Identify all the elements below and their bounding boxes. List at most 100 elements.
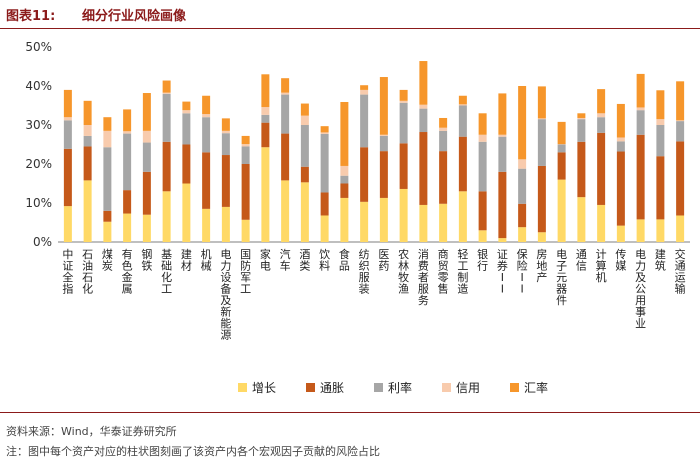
- category-label: 交通运输: [675, 247, 686, 296]
- bar-segment: [360, 85, 369, 90]
- figure-title: 细分行业风险画像: [82, 9, 187, 24]
- y-tick-label: 40%: [25, 79, 52, 93]
- bar-segment: [379, 134, 388, 136]
- bar-segment: [419, 104, 428, 109]
- y-tick-label: 50%: [25, 40, 52, 54]
- bar-segment: [478, 113, 487, 135]
- bar-segment: [498, 171, 507, 239]
- bar-segment: [360, 201, 369, 242]
- bar-segment: [379, 77, 388, 135]
- bar-segment: [221, 133, 230, 156]
- bar-segment: [63, 148, 72, 207]
- category-label: 煤炭: [102, 248, 113, 273]
- category-label: 轻工制造: [457, 247, 468, 296]
- note-text: 注：图中每个资产对应的柱状图刻画了该资产内各个宏观因子贡献的风险占比: [6, 445, 380, 458]
- bar-segment: [142, 214, 151, 242]
- bar-segment: [399, 100, 408, 103]
- bar-segment: [340, 165, 349, 176]
- legend-label: 增长: [252, 381, 276, 395]
- bar-segment: [379, 135, 388, 152]
- bar-segment: [123, 109, 132, 132]
- bar-segment: [83, 135, 92, 147]
- bar-segment: [656, 219, 665, 242]
- risk-profile-chart: 0% 10% 20% 30% 40% 50% 中证全指石油石化煤炭有色金属钢铁基础化工建材…: [25, 40, 690, 395]
- bar-segment: [616, 151, 625, 226]
- bar-segment: [162, 80, 171, 93]
- category-label: 电子元器件: [556, 248, 567, 307]
- bar-segment: [340, 197, 349, 242]
- bar-segment: [281, 78, 290, 93]
- category-label: 建筑: [655, 247, 666, 273]
- bar-segment: [656, 119, 665, 125]
- bar-segment: [103, 117, 112, 131]
- bar-segment: [676, 215, 685, 242]
- bar-segment: [419, 132, 428, 205]
- bar-segment: [597, 89, 606, 114]
- legend-label: 利率: [388, 380, 412, 395]
- category-label: 钢铁: [141, 248, 152, 273]
- bar-segment: [162, 141, 171, 192]
- category-label: 石油石化: [82, 248, 93, 296]
- bar-segment: [399, 188, 408, 242]
- bar-segment: [439, 127, 448, 131]
- bar-segment: [379, 151, 388, 198]
- category-label: 基础化工: [161, 248, 172, 296]
- bar-segment: [241, 146, 250, 164]
- figure-header: 图表11: 细分行业风险画像: [0, 0, 700, 30]
- bar-segment: [340, 183, 349, 198]
- legend-label: 信用: [456, 381, 480, 395]
- bar-segment: [123, 213, 132, 242]
- bar-segment: [498, 93, 507, 135]
- bar-segment: [379, 197, 388, 242]
- y-tick-label: 30%: [25, 118, 52, 132]
- bar-segment: [142, 142, 151, 172]
- bar-segment: [557, 121, 566, 145]
- bar-segment: [221, 155, 230, 207]
- bar-segment: [261, 114, 270, 123]
- bar-segment: [300, 125, 309, 167]
- y-tick-label: 20%: [25, 157, 52, 171]
- bar-segment: [221, 130, 230, 134]
- bar-segment: [202, 117, 211, 153]
- category-label: 保险 I I: [517, 247, 528, 296]
- bar-segment: [439, 203, 448, 242]
- bar-segment: [162, 93, 171, 142]
- category-label: 计算机: [596, 248, 607, 284]
- bar-segment: [518, 227, 527, 242]
- bar-segment: [241, 135, 250, 145]
- bar-segment: [537, 86, 546, 119]
- bar-segment: [458, 95, 467, 105]
- bar-segment: [340, 175, 349, 184]
- figure-label: 图表11:: [6, 9, 56, 24]
- bar-segment: [63, 120, 72, 149]
- bar-segment: [142, 171, 151, 215]
- bar-segment: [83, 125, 92, 136]
- x-axis-labels: 中证全指石油石化煤炭有色金属钢铁基础化工建材机械电力设备及新能源国防军工家电汽车…: [62, 247, 685, 342]
- bar-segment: [261, 147, 270, 242]
- bar-segment: [498, 134, 507, 137]
- bar-segment: [182, 101, 191, 111]
- legend-swatch: [306, 383, 315, 392]
- category-label: 通信: [576, 248, 587, 273]
- bar-segment: [360, 147, 369, 202]
- bar-segment: [458, 104, 467, 106]
- bar-segment: [399, 89, 408, 101]
- bar-segment: [478, 230, 487, 242]
- category-label: 建材: [181, 247, 192, 273]
- bar-segment: [300, 103, 309, 116]
- bar-segment: [182, 183, 191, 242]
- category-label: 酒类: [299, 248, 310, 273]
- bar-segment: [320, 192, 329, 216]
- bar-segment: [103, 210, 112, 222]
- bar-segment: [557, 152, 566, 180]
- bar-segment: [676, 81, 685, 121]
- bar-segment: [300, 166, 309, 183]
- bar-segment: [221, 206, 230, 242]
- bar-segment: [142, 130, 151, 143]
- bar-segment: [419, 61, 428, 105]
- bar-segment: [182, 113, 191, 145]
- bar-segment: [63, 117, 72, 121]
- bar-segment: [616, 103, 625, 138]
- legend-swatch: [510, 383, 519, 392]
- category-label: 家电: [260, 247, 271, 273]
